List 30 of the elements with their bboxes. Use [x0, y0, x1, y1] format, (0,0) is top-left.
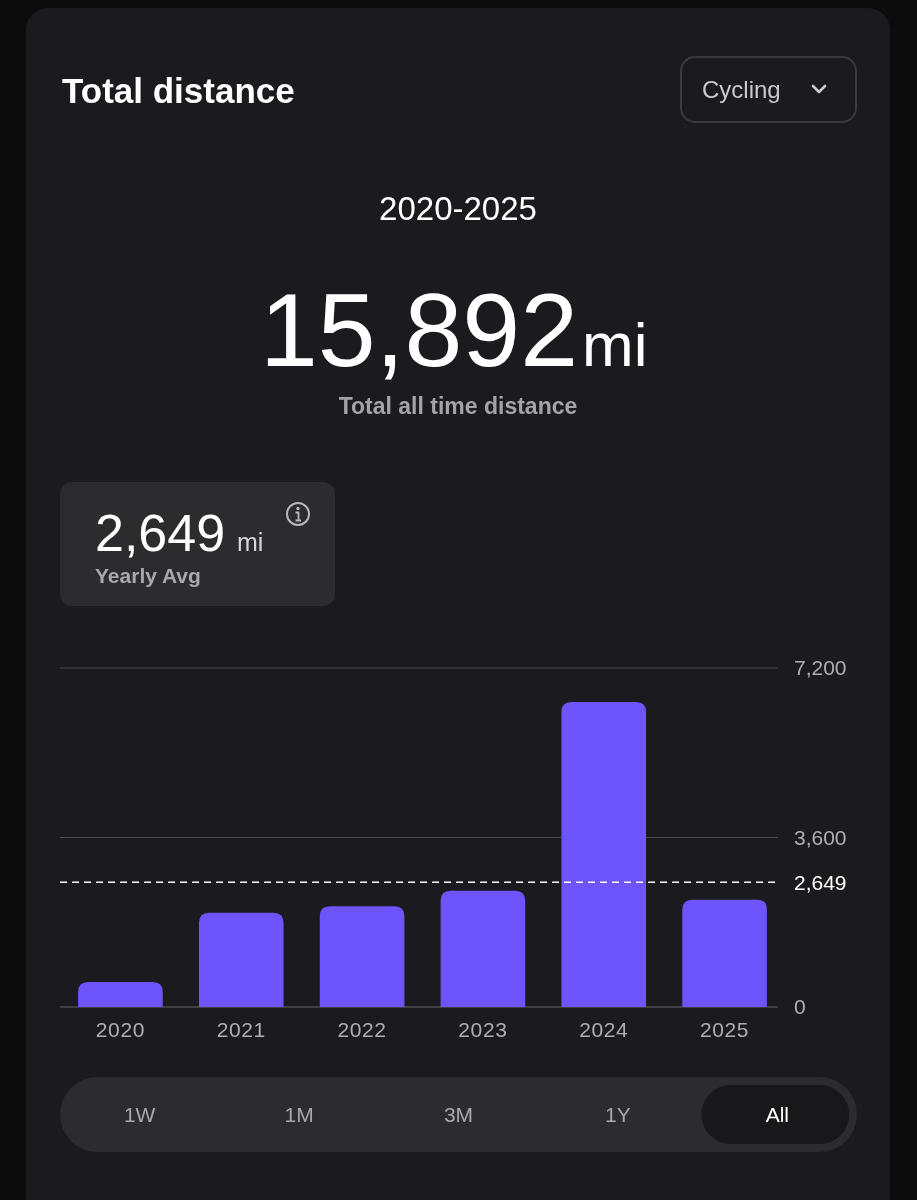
y-tick-label: 7,200: [794, 656, 847, 680]
x-tick-label: 2021: [216, 1018, 266, 1041]
bar: [682, 899, 767, 1007]
text: mi: [582, 310, 648, 379]
ref-line-label: 2,649: [794, 870, 847, 894]
x-tick-label: 2023: [458, 1018, 508, 1041]
y-tick-label: 0: [794, 995, 806, 1019]
text: 2,649: [95, 504, 226, 562]
bar: [440, 890, 526, 1007]
bar: [561, 701, 647, 1007]
bar: [319, 906, 405, 1007]
text: 15,892: [259, 272, 578, 388]
text: mi: [237, 528, 264, 556]
x-tick-label: 2024: [579, 1018, 629, 1041]
bar: [78, 982, 163, 1007]
text: 3M: [443, 1103, 474, 1126]
x-tick-label: 2022: [337, 1018, 387, 1041]
text: 1Y: [605, 1103, 631, 1126]
x-tick-label: 2020: [95, 1018, 145, 1041]
text: 1W: [123, 1103, 156, 1126]
text: Yearly Avg: [95, 564, 201, 587]
chart-subtitle: 2020-2025: [379, 190, 537, 227]
x-tick-label: 2025: [700, 1018, 750, 1041]
text: Cycling: [702, 76, 781, 103]
chart-title: Total distance: [62, 71, 295, 110]
bar: [198, 912, 284, 1007]
text: 1M: [284, 1103, 314, 1126]
text: Total all time distance: [338, 393, 578, 419]
y-tick-label: 3,600: [794, 825, 847, 849]
text: All: [765, 1103, 789, 1126]
